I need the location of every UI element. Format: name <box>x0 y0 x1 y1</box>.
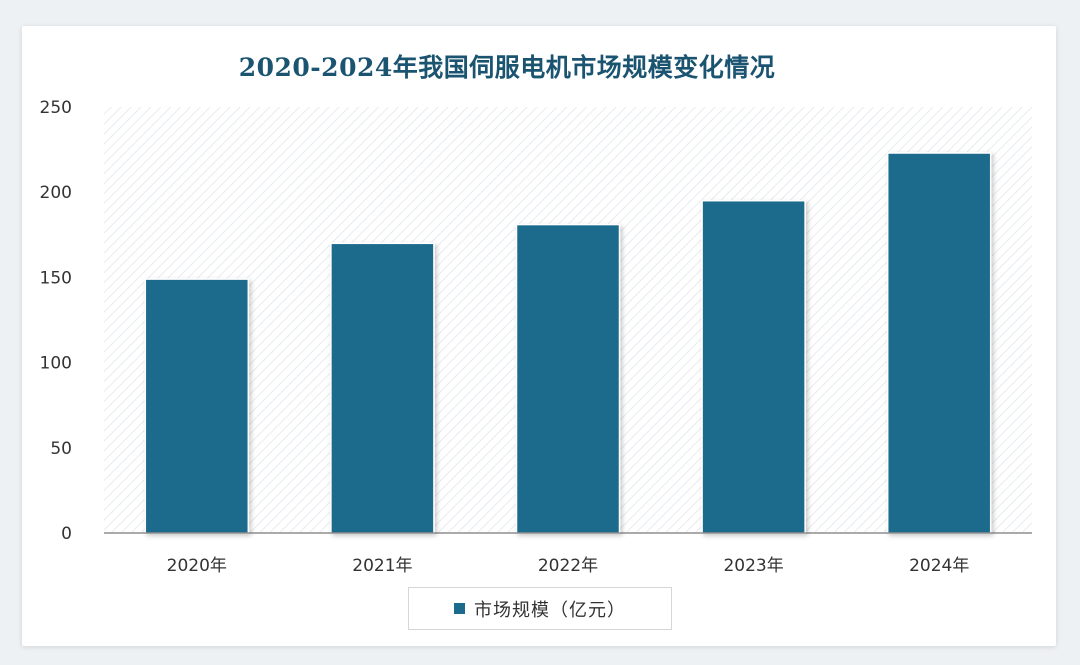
x-tick-label: 2023年 <box>723 556 783 576</box>
legend-label: 市场规模（亿元） <box>474 599 626 621</box>
y-tick-label: 200 <box>40 183 72 203</box>
y-tick-label: 250 <box>40 98 72 118</box>
bar-2 <box>515 223 621 534</box>
bar-1 <box>330 242 435 534</box>
bar-3 <box>701 199 806 534</box>
y-tick-label: 0 <box>61 524 72 544</box>
x-tick-label: 2024年 <box>909 556 969 576</box>
chart-title: 2020-2024年我国伺服电机市场规模变化情况 <box>238 53 776 82</box>
y-tick-label: 50 <box>50 439 72 459</box>
bar-0 <box>144 278 250 534</box>
x-tick-label: 2022年 <box>538 556 598 576</box>
x-tick-label: 2020年 <box>167 556 227 576</box>
x-tick-label: 2021年 <box>352 556 412 576</box>
y-tick-label: 150 <box>40 268 72 288</box>
legend: 市场规模（亿元） <box>408 587 672 630</box>
legend-swatch <box>454 603 465 614</box>
bar-4 <box>886 152 992 534</box>
y-tick-label: 100 <box>40 354 72 374</box>
